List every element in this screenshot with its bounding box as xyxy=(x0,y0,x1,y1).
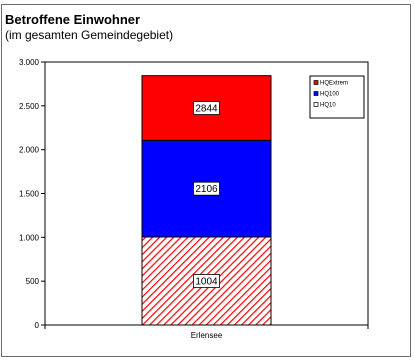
data-label-box xyxy=(193,181,220,196)
data-label-hq10: 1004 xyxy=(195,276,218,287)
legend-swatch-hqextrem xyxy=(313,80,319,85)
data-label-box xyxy=(193,101,220,115)
y-tick-label: 1.500 xyxy=(19,190,40,199)
legend-label-hq100: HQ100 xyxy=(320,92,340,98)
legend-label-hqextrem: HQExtrem xyxy=(320,81,348,87)
data-label-hqextrem: 2844 xyxy=(195,104,218,115)
y-tick-label: 0 xyxy=(35,321,40,330)
data-label-hq100: 2106 xyxy=(195,184,218,195)
legend-label-hq10: HQ10 xyxy=(320,103,336,109)
y-tick-label: 500 xyxy=(26,277,40,286)
x-tick-label: Erlensee xyxy=(191,331,223,340)
legend-swatch-hq100 xyxy=(313,91,319,96)
y-tick-label: 2.000 xyxy=(19,146,40,155)
y-tick-label: 3.000 xyxy=(19,58,40,67)
legend-swatch-hq10 xyxy=(313,102,319,107)
y-tick-label: 2.500 xyxy=(19,102,40,111)
legend-box xyxy=(309,75,365,119)
chart-title: Betroffene Einwohner xyxy=(5,12,141,27)
y-tick-label: 1.000 xyxy=(19,233,40,242)
chart-subtitle: (im gesamten Gemeindegebiet) xyxy=(5,28,174,42)
data-label-box xyxy=(193,274,220,288)
